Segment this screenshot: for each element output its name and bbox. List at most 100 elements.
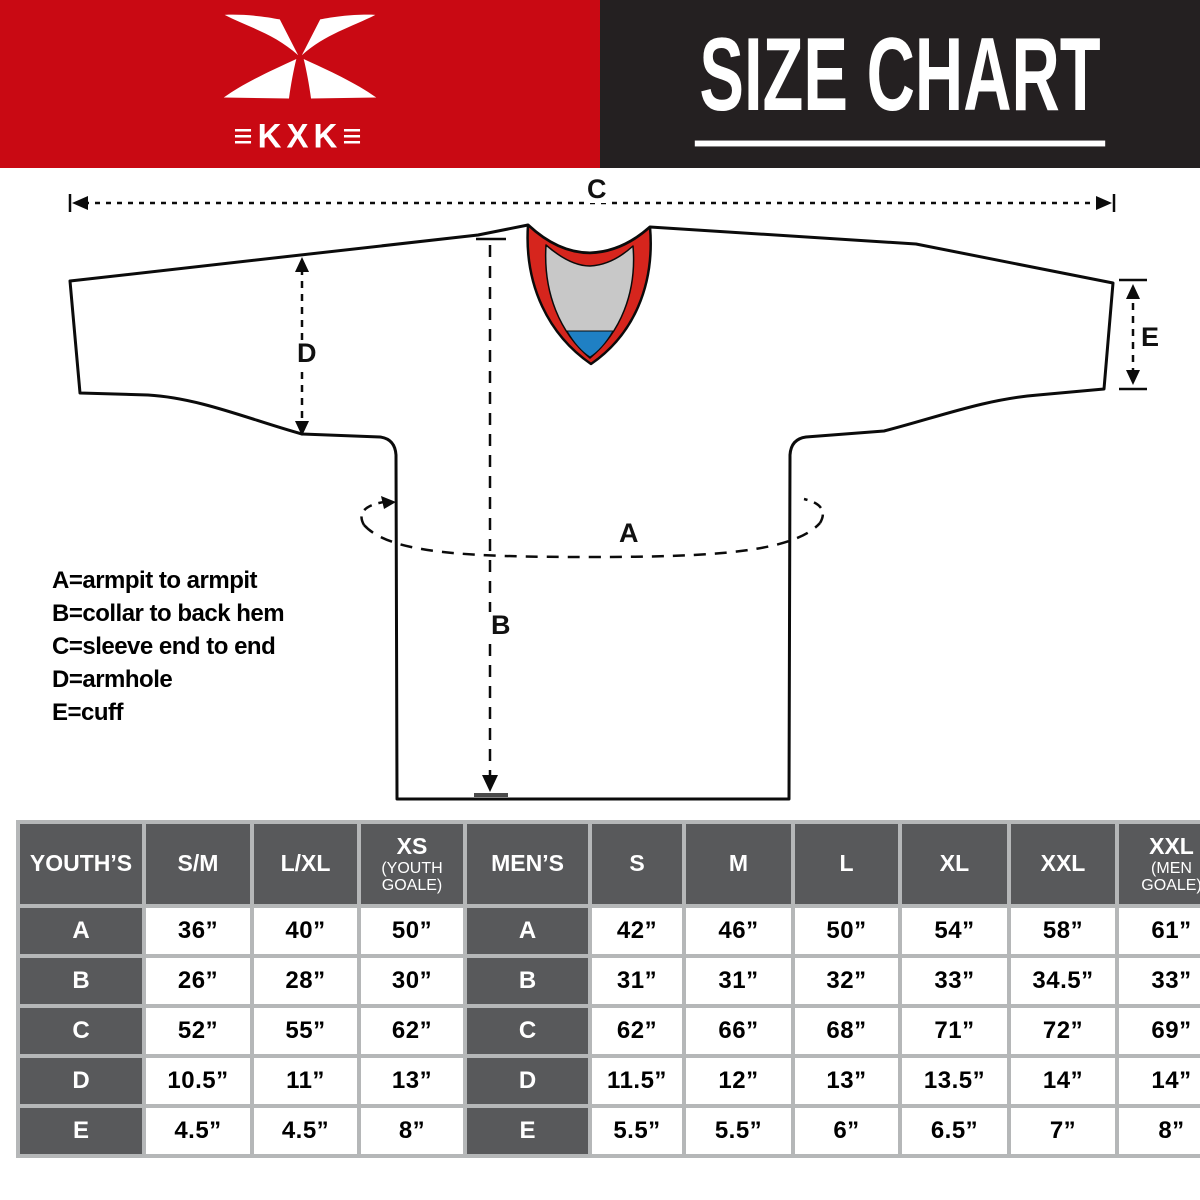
size-cell: 13” — [361, 1058, 463, 1104]
measure-ellipse-A — [360, 496, 825, 559]
size-cell: 40” — [254, 908, 357, 954]
table-row: E 4.5” 4.5” 8” E 5.5” 5.5” 6” 6.5” 7” 8” — [20, 1108, 1200, 1154]
row-label: D — [20, 1058, 142, 1104]
size-cell: 6.5” — [902, 1108, 1007, 1154]
label-A: A — [616, 520, 642, 547]
size-cell: 69” — [1119, 1008, 1200, 1054]
size-cell: 54” — [902, 908, 1007, 954]
size-cell: 14” — [1119, 1058, 1200, 1104]
header-sm: S/M — [146, 824, 250, 904]
size-cell: 58” — [1011, 908, 1115, 954]
size-cell: 36” — [146, 908, 250, 954]
header-l: L — [795, 824, 898, 904]
header-xs-youth-goalie: XS (YOUTH GOALE) — [361, 824, 463, 904]
size-cell: 5.5” — [592, 1108, 682, 1154]
header-xs-sub2: GOALE) — [381, 876, 443, 894]
size-cell: 34.5” — [1011, 958, 1115, 1004]
measure-arrow-C — [68, 194, 1116, 212]
size-cell: 11” — [254, 1058, 357, 1104]
table-row: A 36” 40” 50” A 42” 46” 50” 54” 58” 61” — [20, 908, 1200, 954]
size-cell: 31” — [592, 958, 682, 1004]
size-cell: 14” — [1011, 1058, 1115, 1104]
header-xxl-sub1: (MEN — [1151, 859, 1192, 877]
size-cell: 71” — [902, 1008, 1007, 1054]
brand-panel: ≡KXK≡ — [0, 0, 600, 168]
size-cell: 31” — [686, 958, 791, 1004]
header-s: S — [592, 824, 682, 904]
size-cell: 66” — [686, 1008, 791, 1054]
table-row: C 52” 55” 62” C 62” 66” 68” 71” 72” 69” — [20, 1008, 1200, 1054]
measure-arrow-E — [1119, 278, 1147, 391]
row-label: B — [467, 958, 588, 1004]
size-cell: 46” — [686, 908, 791, 954]
size-cell: 12” — [686, 1058, 791, 1104]
size-cell: 5.5” — [686, 1108, 791, 1154]
size-cell: 33” — [902, 958, 1007, 1004]
row-label: C — [467, 1008, 588, 1054]
size-cell: 62” — [592, 1008, 682, 1054]
size-cell: 4.5” — [146, 1108, 250, 1154]
header-xxl-size: XXL — [1149, 833, 1194, 860]
size-cell: 52” — [146, 1008, 250, 1054]
size-cell: 26” — [146, 958, 250, 1004]
collar-insert-blue — [566, 330, 614, 358]
size-cell: 13.5” — [902, 1058, 1007, 1104]
legend-item-b: B=collar to back hem — [52, 600, 285, 627]
jersey-measurement-diagram: C D B E A A=armpit to armpit B=collar to… — [0, 168, 1200, 820]
measure-arrow-B — [474, 237, 508, 797]
legend-item-c: C=sleeve end to end — [52, 633, 276, 660]
header-xxl-sub2: GOALE) — [1141, 876, 1200, 894]
table-row: D 10.5” 11” 13” D 11.5” 12” 13” 13.5” 14… — [20, 1058, 1200, 1104]
size-cell: 8” — [361, 1108, 463, 1154]
size-cell: 42” — [592, 908, 682, 954]
size-cell: 61” — [1119, 908, 1200, 954]
header-xxl-men-goalie: XXL (MEN GOALE) — [1119, 824, 1200, 904]
label-C: C — [584, 176, 610, 203]
table-row: B 26” 28” 30” B 31” 31” 32” 33” 34.5” 33… — [20, 958, 1200, 1004]
legend-item-e: E=cuff — [52, 699, 124, 726]
header-xl: XL — [902, 824, 1007, 904]
size-cell: 28” — [254, 958, 357, 1004]
label-D: D — [294, 340, 320, 367]
row-label: D — [467, 1058, 588, 1104]
size-cell: 7” — [1011, 1108, 1115, 1154]
size-cell: 4.5” — [254, 1108, 357, 1154]
size-cell: 30” — [361, 958, 463, 1004]
label-E: E — [1138, 324, 1163, 351]
header-lxl: L/XL — [254, 824, 357, 904]
size-cell: 62” — [361, 1008, 463, 1054]
header-youths: YOUTH’S — [20, 824, 142, 904]
size-chart-table: YOUTH’S S/M L/XL XS (YOUTH GOALE) MEN’S … — [16, 820, 1200, 1158]
legend-item-d: D=armhole — [52, 666, 173, 693]
collar-inner-gray — [544, 244, 635, 359]
size-cell: 13” — [795, 1058, 898, 1104]
row-label: A — [467, 908, 588, 954]
size-cell: 6” — [795, 1108, 898, 1154]
header-mens: MEN’S — [467, 824, 588, 904]
header-xs-sub1: (YOUTH — [381, 859, 443, 877]
size-cell: 11.5” — [592, 1058, 682, 1104]
header-banner: ≡KXK≡ SIZE CHART — [0, 0, 1200, 168]
brand-name: ≡KXK≡ — [233, 116, 367, 155]
size-cell: 68” — [795, 1008, 898, 1054]
size-cell: 50” — [795, 908, 898, 954]
table-header-row: YOUTH’S S/M L/XL XS (YOUTH GOALE) MEN’S … — [20, 824, 1200, 904]
label-B: B — [488, 612, 514, 639]
row-label: E — [20, 1108, 142, 1154]
legend-item-a: A=armpit to armpit — [52, 567, 258, 594]
row-label: C — [20, 1008, 142, 1054]
size-cell: 55” — [254, 1008, 357, 1054]
header-m: M — [686, 824, 791, 904]
size-cell: 72” — [1011, 1008, 1115, 1054]
row-label: A — [20, 908, 142, 954]
page-title: SIZE CHART — [694, 21, 1106, 146]
size-cell: 10.5” — [146, 1058, 250, 1104]
size-cell: 50” — [361, 908, 463, 954]
measurement-legend: A=armpit to armpit B=collar to back hem … — [52, 564, 285, 729]
title-panel: SIZE CHART — [600, 0, 1200, 168]
header-xxl: XXL — [1011, 824, 1115, 904]
kxk-logo-icon — [223, 14, 377, 99]
row-label: B — [20, 958, 142, 1004]
size-cell: 33” — [1119, 958, 1200, 1004]
size-cell: 8” — [1119, 1108, 1200, 1154]
